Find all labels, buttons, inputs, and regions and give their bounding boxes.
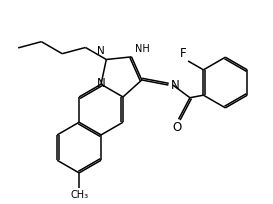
Text: N: N [171, 79, 180, 92]
Text: O: O [173, 121, 182, 134]
Text: N: N [97, 76, 105, 90]
Text: NH: NH [135, 44, 149, 54]
Text: CH₃: CH₃ [70, 190, 88, 200]
Text: N: N [97, 47, 105, 57]
Text: F: F [180, 47, 187, 60]
